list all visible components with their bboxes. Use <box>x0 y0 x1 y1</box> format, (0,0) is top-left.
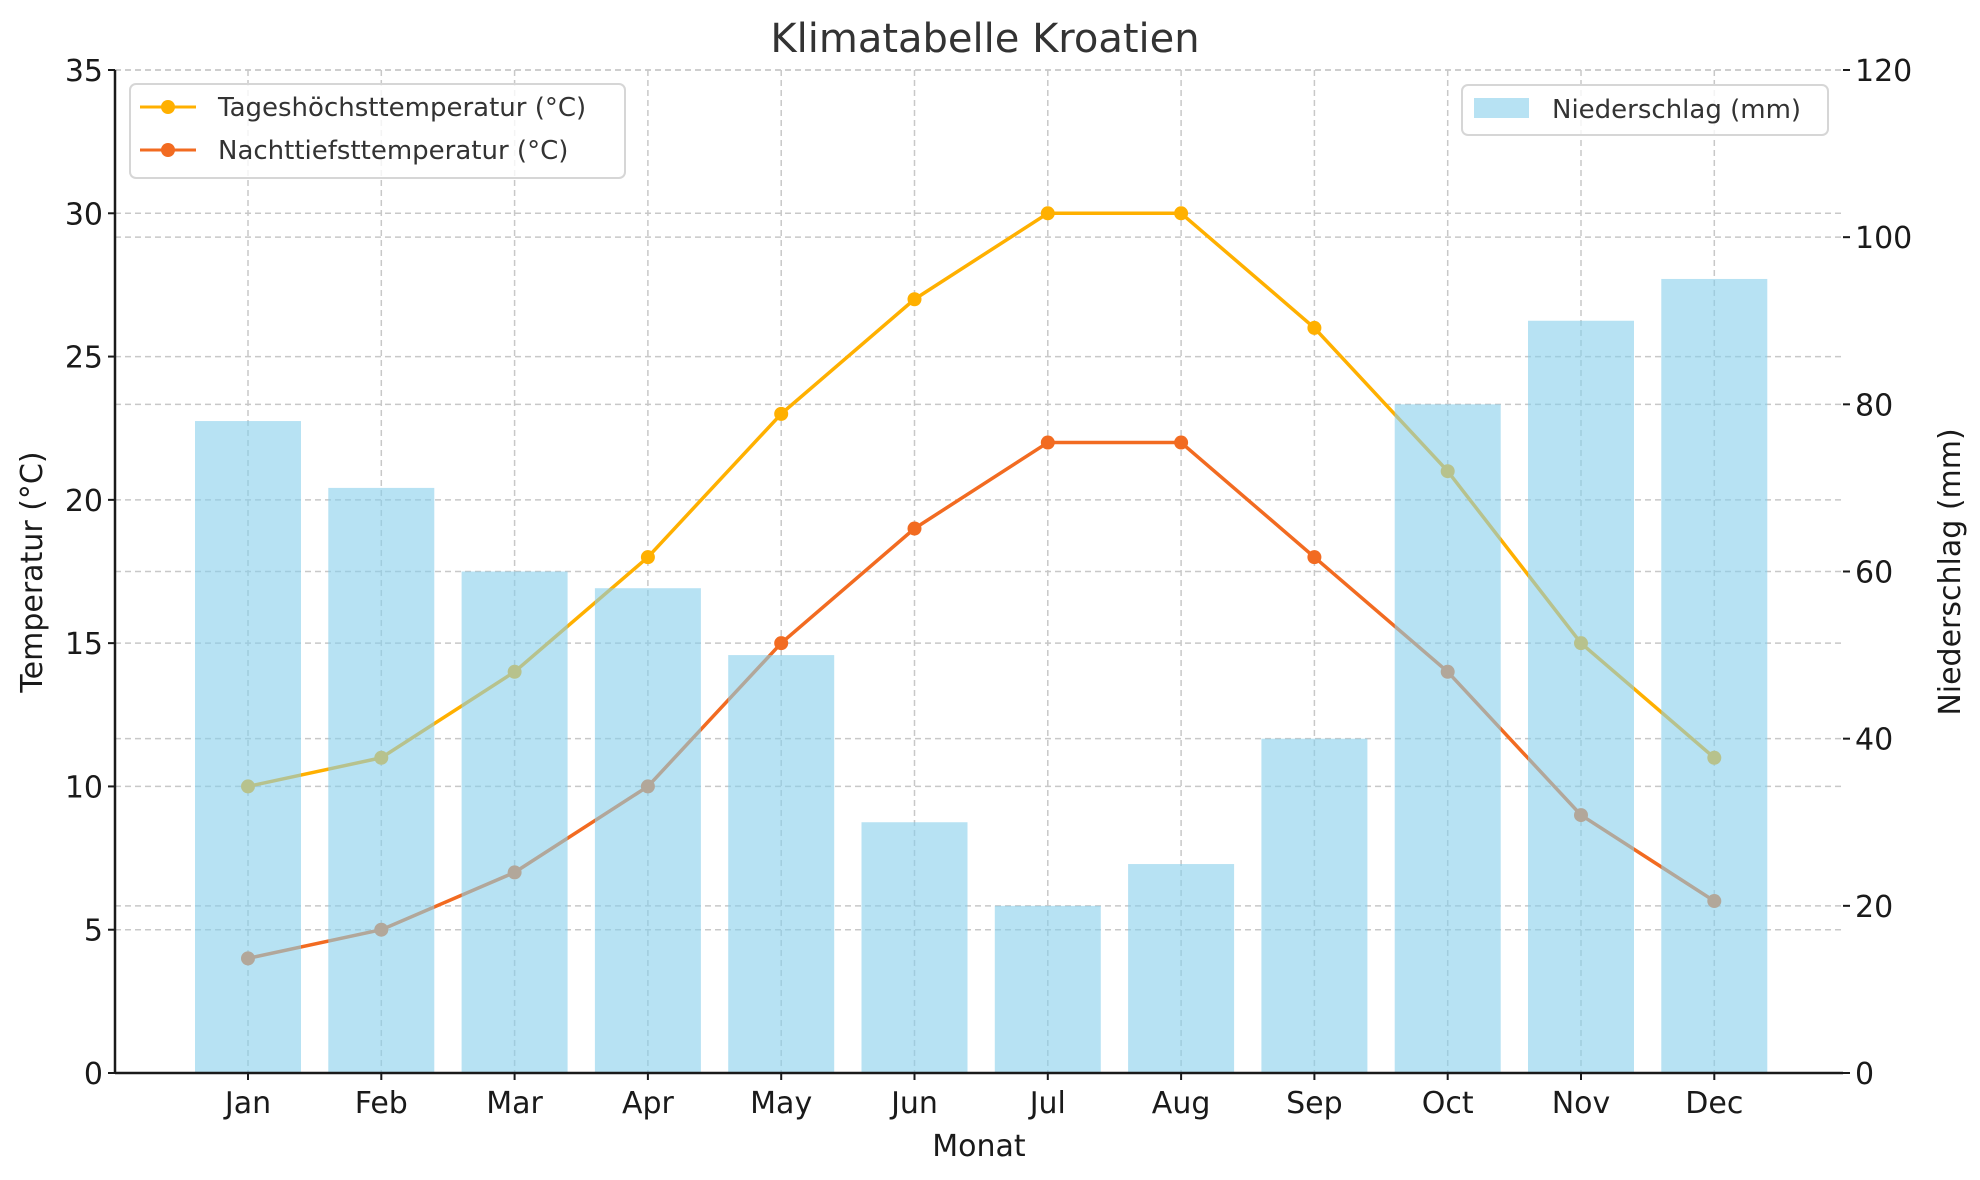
legend-precipitation-swatch <box>1474 98 1529 118</box>
y-tick-label-right: 100 <box>1855 221 1912 256</box>
low-temp-point <box>907 521 922 536</box>
legend-high-label: Tageshöchsttemperatur (°C) <box>217 93 586 123</box>
precipitation-bar <box>328 487 435 1074</box>
x-ticks: Jan Feb Mar Apr May Jun Jul Aug Sep Oct Nov Dec <box>223 1073 1743 1121</box>
high-temp-point <box>1174 206 1189 221</box>
x-tick-label: Jul <box>1028 1086 1066 1121</box>
low-temp-point <box>774 636 789 651</box>
x-axis-title: Monat <box>932 1129 1026 1164</box>
y-tick-label-left: 10 <box>65 770 103 805</box>
precipitation-bar <box>728 655 835 1073</box>
precipitation-bar <box>1661 278 1768 1073</box>
y-axis-title-left: Temperatur (°C) <box>15 451 50 693</box>
axes <box>113 70 1843 1075</box>
high-temp-point <box>1040 206 1055 221</box>
legend-low-label: Nachttiefsttemperatur (°C) <box>218 136 568 166</box>
high-temp-point <box>907 292 922 307</box>
y-tick-label-left: 0 <box>84 1057 103 1092</box>
legend-precipitation-frame <box>1461 84 1829 136</box>
low-temp-point <box>1307 550 1322 565</box>
y-tick-label-left: 30 <box>65 197 103 232</box>
y-tick-label-left: 35 <box>65 54 103 89</box>
precipitation-bar <box>994 905 1101 1073</box>
x-tick-label: Feb <box>355 1086 408 1121</box>
y-tick-label-left: 5 <box>84 914 103 949</box>
x-tick-label: Mar <box>486 1086 543 1121</box>
x-tick-label: Dec <box>1685 1086 1743 1121</box>
legend-precipitation: Niederschlag (mm) <box>1461 84 1829 136</box>
precipitation-bar <box>1128 864 1235 1073</box>
x-tick-label: Jan <box>223 1086 271 1121</box>
high-temp-point <box>774 406 789 421</box>
low-temp-point <box>1174 435 1189 450</box>
y-tick-label-right: 120 <box>1855 54 1912 89</box>
x-tick-label: Sep <box>1286 1086 1343 1121</box>
legend-temperature: Tageshöchsttemperatur (°C) Nachttiefstte… <box>129 83 626 179</box>
y-axis-title-right: Niederschlag (mm) <box>1933 428 1968 715</box>
precipitation-bar <box>1394 404 1501 1073</box>
high-temp-point <box>640 550 655 565</box>
chart-title: Klimatabelle Kroatien <box>770 16 1199 62</box>
x-tick-label: Jun <box>889 1086 938 1121</box>
y-tick-label-left: 15 <box>65 627 103 662</box>
y-tick-label-right: 20 <box>1855 890 1893 925</box>
y-tick-label-right: 60 <box>1855 556 1893 591</box>
legend-precipitation-label: Niederschlag (mm) <box>1552 95 1801 125</box>
y-ticks-right: 0 20 40 60 80 100 120 <box>1843 54 1912 1092</box>
low-temp-point <box>1040 435 1055 450</box>
precipitation-bar <box>1261 738 1368 1073</box>
y-tick-label-left: 20 <box>65 484 103 519</box>
x-tick-label: Apr <box>622 1086 675 1121</box>
x-tick-label: Oct <box>1422 1086 1474 1121</box>
precipitation-bars <box>195 278 1768 1074</box>
legend-high-swatch-marker <box>161 100 175 114</box>
y-tick-label-right: 40 <box>1855 723 1893 758</box>
precipitation-bar <box>1528 320 1634 1073</box>
x-tick-label: Aug <box>1152 1086 1211 1121</box>
y-tick-label-right: 80 <box>1855 388 1893 423</box>
y-ticks-left: 0 5 10 15 20 25 30 35 <box>65 54 115 1092</box>
precipitation-bar <box>195 421 301 1073</box>
precipitation-bar <box>861 822 968 1073</box>
y-tick-label-left: 25 <box>65 341 103 376</box>
y-tick-label-right: 0 <box>1855 1057 1874 1092</box>
x-tick-label: Nov <box>1552 1086 1611 1121</box>
legend-temperature-frame <box>129 83 626 179</box>
legend-low-swatch-marker <box>161 143 175 157</box>
precipitation-bar <box>594 588 701 1073</box>
precipitation-bar <box>461 571 568 1073</box>
high-temp-point <box>1307 320 1322 335</box>
x-tick-label: May <box>750 1086 812 1121</box>
